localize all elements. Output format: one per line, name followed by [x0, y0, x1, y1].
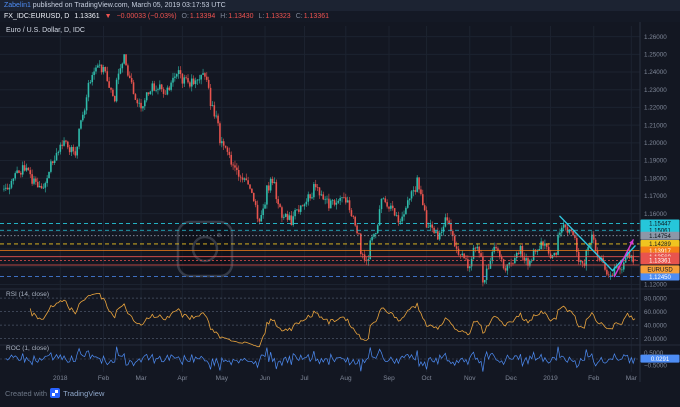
symbol-name: FX_IDC:EURUSD, D — [4, 13, 70, 20]
attribution-bar: Zabelin1 published on TradingView.com, M… — [0, 0, 680, 11]
symbol-name-badge: EURUSD — [640, 265, 680, 274]
svg-text:1.21000: 1.21000 — [644, 122, 667, 129]
ohlc-open: O: 1.13394 — [182, 11, 216, 22]
rsi-pane: 80.0000 60.0000 40.0000 20.0000 — [0, 292, 667, 348]
svg-text:20.0000: 20.0000 — [644, 336, 667, 343]
price-badge: 1.14289 — [640, 239, 680, 248]
chart-canvas: 1.26000 1.25000 1.24000 1.23000 1.22000 1.210… — [0, 22, 680, 382]
price-badge: 1.12450 — [640, 272, 680, 281]
svg-text:Oct: Oct — [422, 375, 432, 382]
svg-text:1.14289: 1.14289 — [649, 242, 671, 248]
tradingview-logo-icon — [50, 388, 61, 398]
svg-text:1.23000: 1.23000 — [644, 87, 667, 94]
svg-text:40.0000: 40.0000 — [644, 322, 667, 329]
grid — [0, 26, 640, 372]
analyst-drawings — [559, 215, 636, 278]
close-value: 1.13361 — [303, 13, 330, 20]
low-label: L: — [258, 13, 265, 20]
svg-text:0.0291: 0.0291 — [651, 357, 670, 363]
svg-text:EURUSD: EURUSD — [647, 268, 673, 274]
svg-text:Mar: Mar — [135, 375, 147, 382]
svg-text:Aug: Aug — [340, 375, 352, 382]
svg-text:1.18000: 1.18000 — [644, 175, 667, 182]
tradingview-brand-link[interactable]: TradingView — [63, 388, 105, 398]
svg-text:1.12000: 1.12000 — [644, 282, 667, 289]
svg-text:1.17000: 1.17000 — [644, 193, 667, 200]
svg-text:1.19000: 1.19000 — [644, 158, 667, 165]
last-price: 1.13361 — [74, 13, 100, 20]
publisher-link[interactable]: Zabelin1 — [4, 2, 31, 9]
svg-text:May: May — [216, 375, 229, 382]
svg-text:1.13361: 1.13361 — [649, 259, 671, 265]
price-change: −0.00033 (−0.03%) — [116, 13, 177, 20]
roc-value-badge: 0.0291 — [640, 354, 680, 363]
ohlc-close: C: 1.13361 — [296, 11, 329, 22]
svg-text:2018: 2018 — [53, 375, 68, 382]
svg-text:1.26000: 1.26000 — [644, 34, 667, 41]
price-badge: 1.13917 — [640, 246, 680, 255]
price-levels — [0, 223, 640, 277]
svg-text:Mar: Mar — [626, 375, 638, 382]
price-scale-badges: 1.154471.150611.147541.142891.139171.135… — [640, 219, 680, 363]
svg-text:Dec: Dec — [505, 375, 517, 382]
symbol-info-bar: FX_IDC:EURUSD, D 1.13361 ▼ −0.00033 (−0.… — [0, 11, 680, 22]
high-label: H: — [220, 13, 228, 20]
direction-arrow-icon: ▼ — [104, 13, 112, 20]
roc-pane: 0.5000 −0.5000 — [0, 346, 667, 372]
publish-info: published on TradingView.com, March 05, … — [30, 2, 226, 9]
svg-text:1.16000: 1.16000 — [644, 211, 667, 218]
svg-text:Jul: Jul — [300, 375, 309, 382]
svg-text:Sep: Sep — [383, 375, 395, 382]
svg-text:Feb: Feb — [98, 375, 110, 382]
ohlc-low: L: 1.13323 — [259, 11, 291, 22]
svg-text:1.15447: 1.15447 — [649, 222, 671, 228]
footer-credit: Created with TradingView — [5, 388, 104, 398]
close-label: C: — [295, 13, 303, 20]
price-badge: 1.15447 — [640, 219, 680, 228]
svg-text:1.24000: 1.24000 — [644, 69, 667, 76]
open-value: 1.13394 — [189, 13, 216, 20]
created-with-text: Created with — [5, 388, 48, 398]
ohlc-high: H: 1.13430 — [220, 11, 253, 22]
svg-text:Nov: Nov — [464, 375, 476, 382]
svg-text:2019: 2019 — [543, 375, 558, 382]
svg-text:1.13917: 1.13917 — [649, 249, 671, 255]
axes: 1.26000 1.25000 1.24000 1.23000 1.22000 1.210… — [0, 22, 680, 382]
high-value: 1.13430 — [228, 13, 254, 20]
svg-text:1.14754: 1.14754 — [649, 234, 671, 240]
price-badge: 1.14754 — [640, 231, 680, 240]
svg-text:1.22000: 1.22000 — [644, 105, 667, 112]
svg-text:Jun: Jun — [260, 375, 271, 382]
svg-text:60.0000: 60.0000 — [644, 309, 667, 316]
open-label: O: — [181, 13, 189, 20]
svg-text:1.20000: 1.20000 — [644, 140, 667, 147]
svg-text:0.5000: 0.5000 — [644, 350, 664, 357]
svg-text:1.25000: 1.25000 — [644, 52, 667, 59]
low-value: 1.13323 — [265, 13, 291, 20]
svg-text:80.0000: 80.0000 — [644, 295, 667, 302]
svg-text:Feb: Feb — [588, 375, 600, 382]
svg-text:−0.5000: −0.5000 — [644, 362, 667, 369]
current-price-badge: 1.13361 — [640, 256, 680, 265]
svg-text:1.12450: 1.12450 — [649, 275, 671, 281]
svg-text:1.15061: 1.15061 — [649, 229, 671, 235]
svg-text:Apr: Apr — [177, 375, 188, 382]
